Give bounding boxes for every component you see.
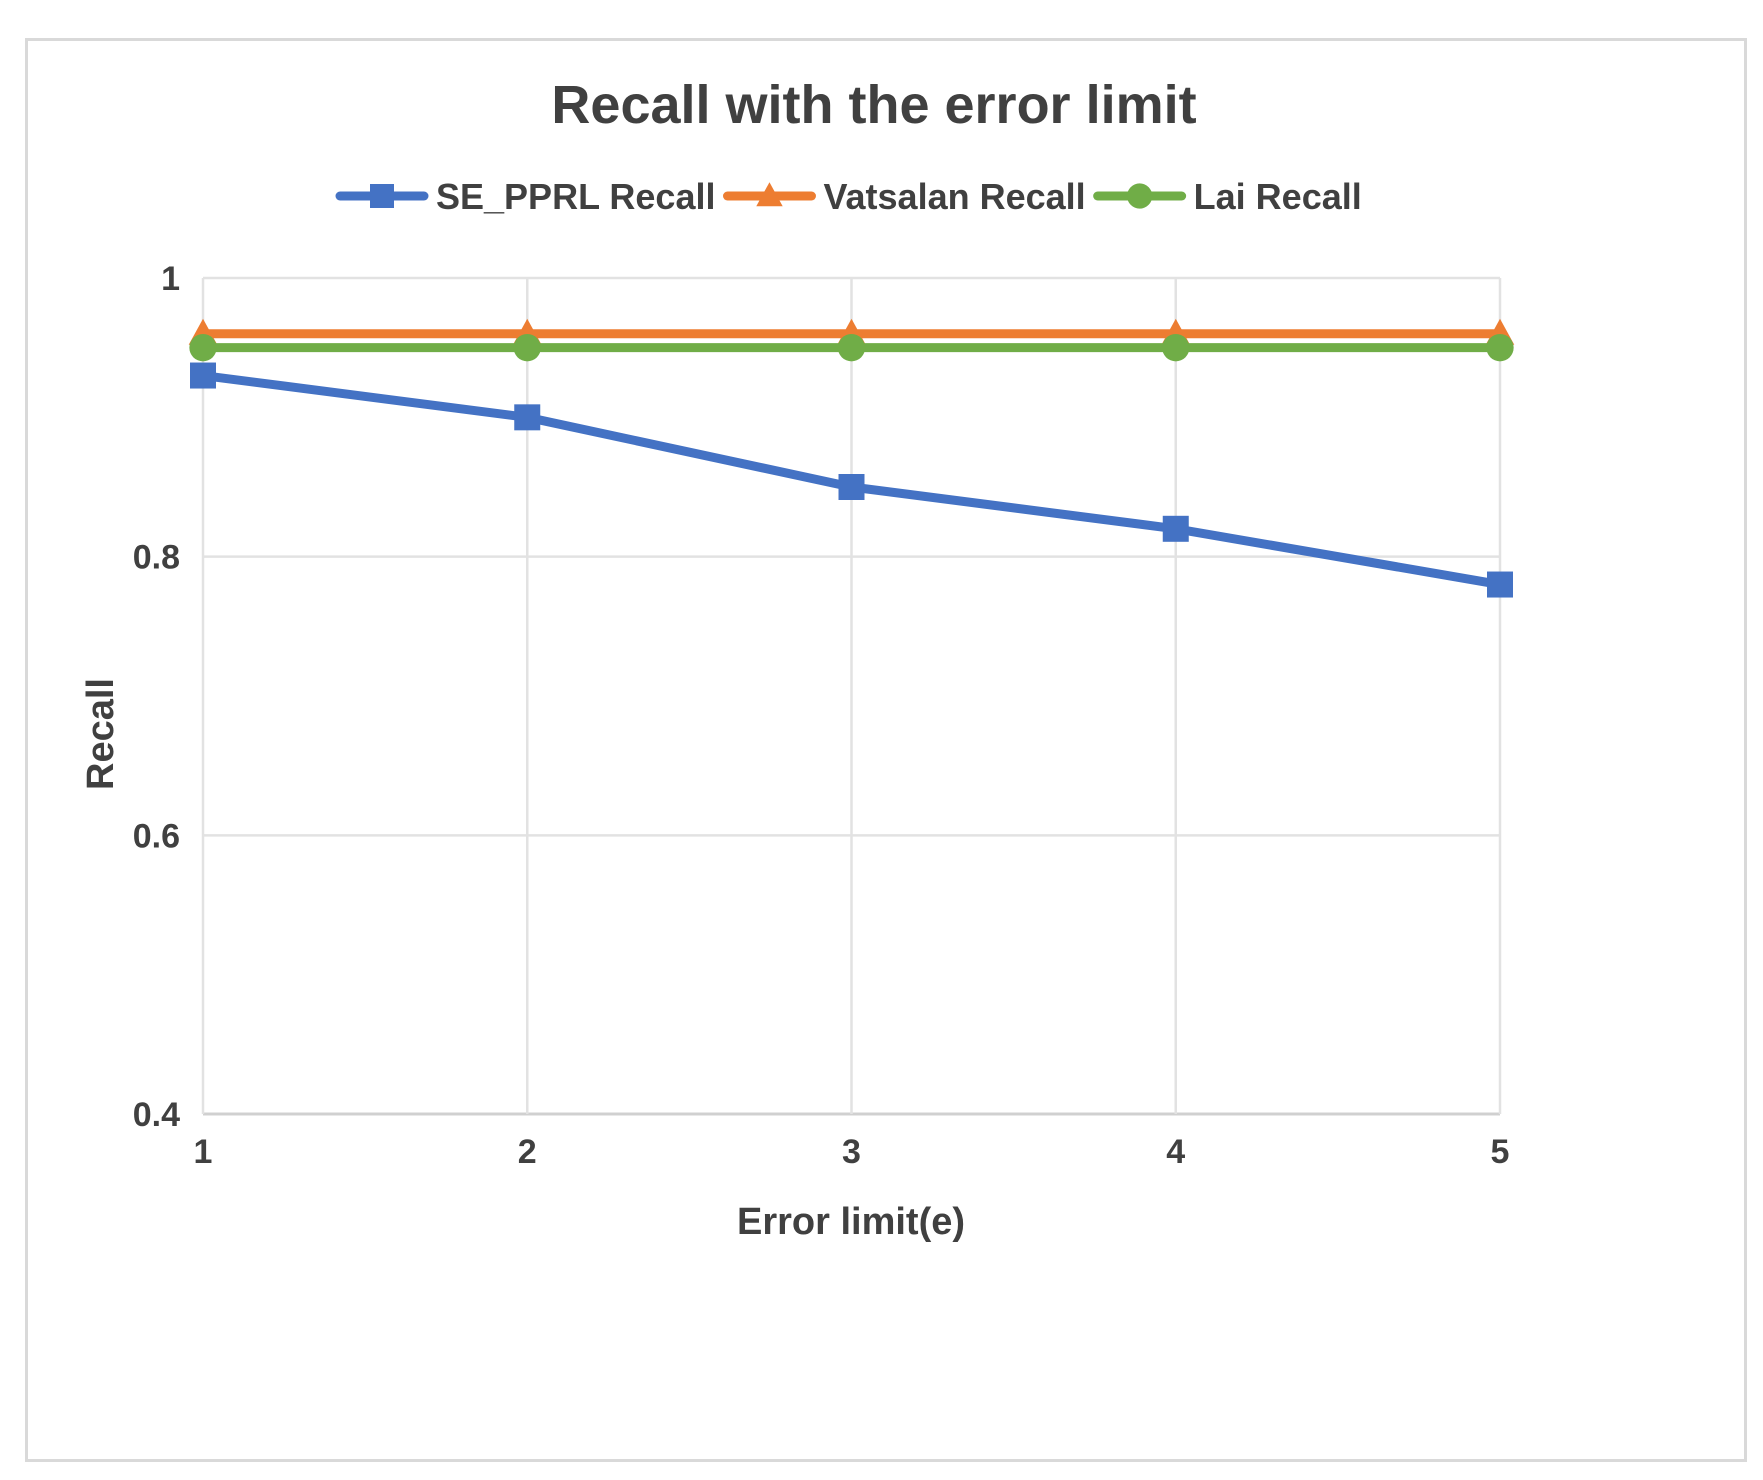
series-se-pprl-recall bbox=[190, 362, 1513, 598]
series-group bbox=[188, 318, 1515, 598]
x-axis-ticks: 1 2 3 4 5 bbox=[194, 1133, 1510, 1171]
data-point bbox=[1487, 571, 1513, 598]
data-point bbox=[514, 404, 541, 431]
y-tick-label: 0.4 bbox=[133, 1096, 180, 1134]
legend-marker bbox=[370, 184, 394, 208]
legend-label: Vatsalan Recall bbox=[823, 176, 1085, 217]
chart-legend: SE_PPRL Recall Vatsalan Recall Lai Recall bbox=[335, 176, 1362, 217]
y-tick-label: 1 bbox=[161, 260, 180, 298]
y-tick-label: 0.6 bbox=[133, 817, 180, 855]
chart-frame: Recall with the error limit SE_PPRL Reca… bbox=[25, 38, 1747, 1462]
line-chart: Recall with the error limit SE_PPRL Reca… bbox=[80, 75, 1515, 1243]
x-tick-label: 2 bbox=[518, 1133, 537, 1171]
legend-item: Vatsalan Recall bbox=[722, 176, 1086, 217]
legend-label: SE_PPRL Recall bbox=[436, 176, 715, 217]
x-tick-label: 5 bbox=[1491, 1133, 1510, 1171]
data-point bbox=[1162, 515, 1189, 542]
data-point bbox=[190, 362, 216, 389]
legend-marker bbox=[1127, 183, 1153, 209]
series-lai-recall bbox=[189, 334, 1514, 362]
data-point bbox=[1162, 334, 1190, 362]
x-tick-label: 3 bbox=[842, 1133, 861, 1171]
gridlines bbox=[201, 276, 1502, 1116]
data-point bbox=[1486, 334, 1514, 362]
data-point bbox=[189, 334, 217, 362]
data-point bbox=[513, 334, 541, 362]
y-tick-label: 0.8 bbox=[133, 539, 180, 577]
data-point bbox=[838, 474, 865, 500]
chart-title: Recall with the error limit bbox=[551, 75, 1196, 135]
data-point bbox=[837, 334, 866, 362]
legend-marker bbox=[756, 182, 783, 207]
x-axis-label: Error limit(e) bbox=[737, 1201, 965, 1243]
x-tick-label: 4 bbox=[1166, 1133, 1185, 1171]
legend-item: SE_PPRL Recall bbox=[335, 176, 715, 217]
y-axis-label: Recall bbox=[80, 678, 122, 790]
y-axis-ticks: 0.4 0.6 0.8 1 bbox=[133, 260, 180, 1134]
legend-label: Lai Recall bbox=[1194, 176, 1362, 217]
x-tick-label: 1 bbox=[194, 1133, 213, 1171]
legend-item: Lai Recall bbox=[1093, 176, 1362, 217]
